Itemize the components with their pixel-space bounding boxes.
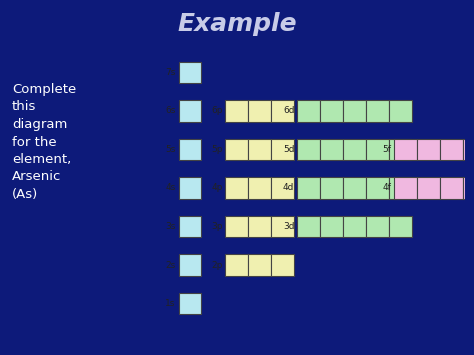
- Bar: [179, 61, 201, 83]
- Bar: [272, 255, 294, 276]
- Text: 1s: 1s: [165, 299, 176, 308]
- Bar: [248, 139, 271, 160]
- Text: Complete
this
diagram
for the
element,
Arsenic
(As): Complete this diagram for the element, A…: [12, 83, 76, 201]
- Bar: [248, 100, 271, 121]
- Bar: [248, 216, 271, 237]
- Text: 5s: 5s: [165, 145, 176, 154]
- Bar: [225, 255, 247, 276]
- Text: 3d: 3d: [283, 222, 294, 231]
- Bar: [366, 139, 389, 160]
- Bar: [179, 100, 201, 121]
- Bar: [248, 255, 271, 276]
- Bar: [320, 177, 343, 199]
- Bar: [389, 100, 411, 121]
- Bar: [297, 139, 319, 160]
- Bar: [297, 177, 319, 199]
- Bar: [320, 216, 343, 237]
- Bar: [179, 216, 201, 237]
- Bar: [464, 139, 474, 160]
- Bar: [320, 100, 343, 121]
- Bar: [394, 177, 417, 199]
- Bar: [320, 139, 343, 160]
- Bar: [389, 177, 411, 199]
- Bar: [297, 100, 319, 121]
- Bar: [179, 293, 201, 315]
- Bar: [366, 100, 389, 121]
- Bar: [343, 139, 365, 160]
- Bar: [366, 216, 389, 237]
- Bar: [440, 139, 463, 160]
- Bar: [225, 100, 247, 121]
- Text: 6d: 6d: [283, 106, 294, 115]
- Bar: [225, 177, 247, 199]
- Bar: [272, 100, 294, 121]
- Text: 5f: 5f: [383, 145, 392, 154]
- Bar: [389, 216, 411, 237]
- Bar: [418, 139, 440, 160]
- Text: 6s: 6s: [165, 106, 176, 115]
- Bar: [225, 216, 247, 237]
- Bar: [464, 177, 474, 199]
- Text: 3p: 3p: [211, 222, 222, 231]
- Bar: [366, 177, 389, 199]
- Bar: [248, 177, 271, 199]
- Text: 2s: 2s: [165, 261, 176, 270]
- Bar: [272, 216, 294, 237]
- Text: 4p: 4p: [211, 184, 222, 192]
- Text: 6p: 6p: [211, 106, 222, 115]
- Bar: [179, 255, 201, 276]
- Text: 4f: 4f: [383, 184, 392, 192]
- Text: 5d: 5d: [283, 145, 294, 154]
- Text: 7s: 7s: [165, 68, 176, 77]
- Bar: [343, 216, 365, 237]
- Bar: [297, 216, 319, 237]
- Bar: [272, 139, 294, 160]
- Bar: [440, 177, 463, 199]
- Bar: [225, 139, 247, 160]
- Bar: [389, 139, 411, 160]
- Bar: [343, 177, 365, 199]
- Bar: [394, 139, 417, 160]
- Text: 3s: 3s: [165, 222, 176, 231]
- Bar: [179, 139, 201, 160]
- Bar: [418, 177, 440, 199]
- Bar: [179, 177, 201, 199]
- Text: 2p: 2p: [211, 261, 222, 270]
- Text: 4d: 4d: [283, 184, 294, 192]
- Bar: [343, 100, 365, 121]
- Text: 4s: 4s: [165, 184, 176, 192]
- Text: 5p: 5p: [211, 145, 222, 154]
- Bar: [272, 177, 294, 199]
- Text: Example: Example: [177, 12, 297, 37]
